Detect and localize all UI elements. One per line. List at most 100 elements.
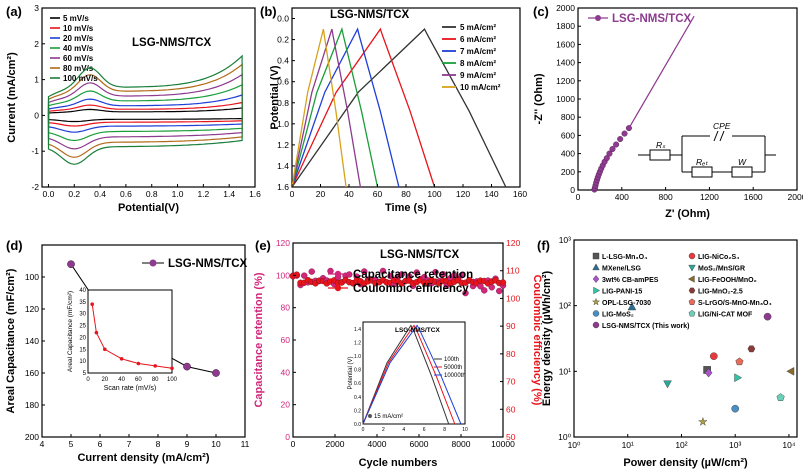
data-point — [747, 345, 756, 353]
legend-marker — [592, 263, 600, 271]
inset-y-tick-label: 25 — [79, 324, 86, 330]
x-tick-label: 1600 — [744, 192, 763, 202]
y-tick-label: 1600 — [556, 39, 575, 49]
y-tick-label: -2 — [31, 182, 39, 192]
inset-x-tick-label: 20 — [101, 377, 108, 383]
inset-point — [94, 330, 99, 335]
retention-point — [439, 271, 447, 278]
legend-label: LIG/Ni-CAT MOF — [698, 312, 753, 319]
legend-label: MoS₂/MnS/GR — [698, 266, 745, 273]
y-tick-label: 10¹ — [559, 366, 571, 376]
y-tick-label: 20 — [281, 400, 291, 410]
legend-marker — [688, 298, 696, 305]
x-tick-label: 0.2 — [68, 189, 80, 199]
legend-label: 10 mV/s — [63, 24, 94, 33]
x-tick-label: 10⁰ — [568, 440, 581, 450]
legend-marker — [592, 252, 600, 260]
circuit-label: Rₛ — [656, 140, 666, 150]
y-axis-label: Energy density (µWh/cm²) — [541, 271, 553, 407]
inset-y-tick-label: 0.4 — [354, 395, 361, 401]
x-axis-label: Current density (mA/cm²) — [77, 452, 209, 464]
legend-marker — [334, 284, 342, 292]
x-tick-label: 0 — [576, 192, 581, 202]
legend-label: Capacitance retention — [353, 269, 473, 281]
x-tick-label: 80 — [401, 189, 411, 199]
data-point — [735, 357, 744, 366]
gcd-curve — [291, 27, 436, 188]
data-point — [627, 302, 637, 311]
inset-x-label: Scan rate (mV/s) — [104, 385, 157, 392]
x-axis-label: Cycle numbers — [359, 457, 438, 469]
inset-x-tick-label: 0 — [86, 377, 90, 383]
x-tick-label: 0.6 — [120, 189, 132, 199]
y-tick-label: 160 — [25, 368, 39, 378]
legend-marker — [334, 270, 342, 278]
x-tick-label: 2000 — [326, 439, 345, 449]
y-tick-label: 140 — [25, 336, 39, 346]
gcd-curve — [291, 28, 347, 188]
y-tick-label: 1400 — [556, 58, 575, 68]
x-tick-label: 1.0 — [172, 189, 184, 199]
panel-c: (c) LSG-NMS/TCX Rₛ CPE Rₑₜ W 0 400 800 1200 1600 20… — [533, 3, 803, 220]
inset-legend-label: 5000th — [444, 365, 462, 371]
inset-x-tick-label: 40 — [118, 377, 125, 383]
legend-label: 20 mV/s — [63, 34, 94, 43]
retention-point — [488, 284, 495, 291]
y-tick-label: 1.2 — [277, 140, 289, 150]
inset-curve — [362, 324, 462, 425]
inset-x-tick-label: 0 — [362, 427, 365, 433]
inset-y-tick-label: 5 — [83, 371, 87, 377]
inset-point — [153, 364, 157, 368]
legend-label: MXene/LSG — [602, 266, 641, 273]
inset-x-tick-label: 80 — [152, 377, 159, 383]
retention-point — [308, 268, 315, 275]
cv-curve — [47, 54, 243, 165]
plot-frame — [577, 7, 798, 191]
y-axis-label: Areal Capacitance (mF/cm²) — [5, 268, 17, 413]
x-tick-label: 800 — [659, 192, 673, 202]
legend-label: 40 mV/s — [63, 44, 94, 53]
x-axis-label: Z' (Ohm) — [665, 208, 710, 220]
gcd-curve — [291, 27, 400, 188]
x-tick-label: 5 — [69, 439, 74, 449]
y-tick-label: 1000 — [556, 94, 575, 104]
inset-x-tick-label: 10 — [462, 427, 468, 433]
data-point — [731, 404, 740, 413]
legend-label: 6 mA/cm² — [460, 35, 496, 44]
y-tick-label: 1 — [34, 75, 39, 85]
y2-tick-label: 120 — [506, 238, 520, 248]
impedance-point — [603, 155, 610, 162]
inset-x-tick-label: 60 — [135, 377, 142, 383]
retention-point — [361, 268, 368, 275]
y-tick-label: 40 — [281, 367, 291, 377]
y2-tick-label: 80 — [506, 349, 516, 359]
legend-label: LIG-PANI-15 — [602, 289, 642, 296]
y2-tick-label: 100 — [506, 293, 520, 303]
panel-label: (e) — [255, 238, 271, 253]
y-tick-label: 1.0 — [277, 119, 289, 129]
y-tick-label: -1 — [31, 146, 39, 156]
inset-y-tick-label: 0.2 — [354, 408, 361, 414]
inset-y-tick-label: 0.8 — [354, 368, 361, 374]
y-axis-label: -Z'' (Ohm) — [533, 73, 545, 124]
x-tick-label: 10⁴ — [782, 440, 795, 450]
inset-curve — [362, 324, 450, 425]
panel-label: (c) — [533, 4, 549, 19]
plot-frame — [573, 239, 798, 438]
y2-tick-label: 90 — [506, 321, 516, 331]
legend-label: OPL-LSG-7030 — [602, 300, 651, 307]
y2-tick-label: 50 — [506, 432, 516, 442]
legend-label: LIG-NiCo₂S₄ — [698, 254, 739, 261]
legend-marker — [595, 15, 601, 21]
x-tick-label: 7 — [127, 439, 132, 449]
gcd-curve — [291, 26, 379, 188]
y-tick-label: 0.2 — [277, 35, 289, 45]
inset-d: 0 20 40 60 80 100 5 10 15 20 25 30 35 40 Scan rate (mV… — [67, 288, 178, 392]
legend-label: LSG-NMS/TCX — [168, 258, 248, 270]
y-axis-label: Capacitance retention (%) — [253, 272, 265, 407]
x-tick-label: 11 — [241, 439, 250, 449]
y-tick-label: 1.6 — [277, 182, 289, 192]
x-tick-label: 0.4 — [94, 189, 106, 199]
legend-marker — [688, 309, 696, 317]
panel-label: (f) — [537, 238, 550, 253]
